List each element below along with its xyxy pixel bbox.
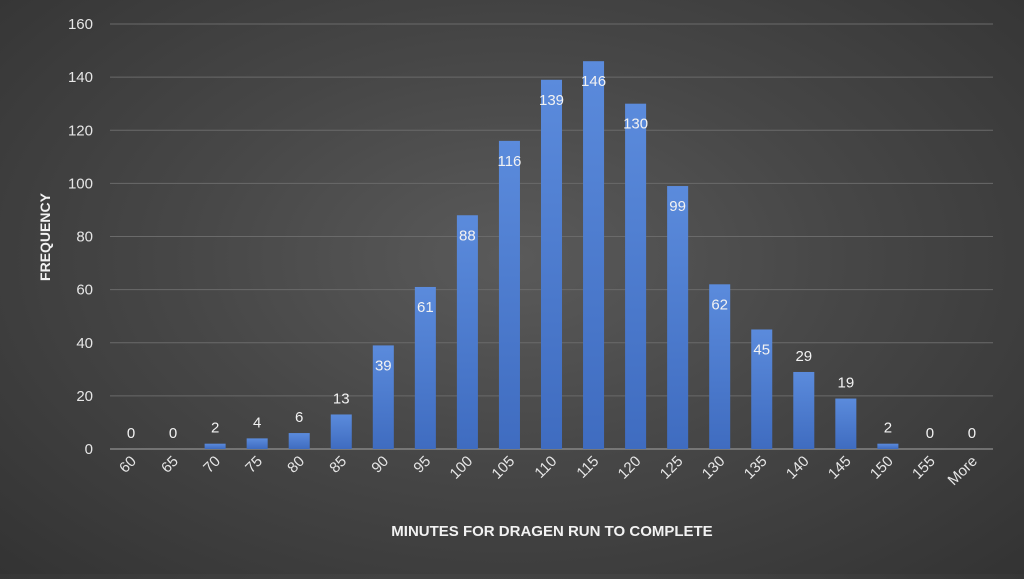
data-label: 146 [581, 73, 606, 90]
data-label: 62 [711, 296, 728, 313]
x-tick-label: 110 [531, 453, 560, 482]
data-label: 88 [459, 227, 476, 244]
x-tick-label: 80 [284, 453, 308, 477]
bar [204, 443, 226, 449]
bar [877, 443, 899, 449]
data-labels: 0 0 2 4 6 13 39 61 88 116 139 146 130 99 62 45 29 19 2 0 0 [127, 73, 976, 442]
data-label: 2 [884, 420, 892, 437]
bars [204, 61, 899, 449]
x-tick-label: 145 [825, 453, 855, 483]
data-label: 0 [127, 425, 135, 442]
bar [583, 61, 605, 449]
data-label: 61 [417, 299, 434, 316]
bar [330, 414, 352, 449]
x-tick-label: 60 [116, 453, 140, 477]
y-tick-label: 0 [85, 441, 93, 458]
bar [246, 438, 268, 449]
x-axis-title: MINUTES FOR DRAGEN RUN TO COMPLETE [391, 523, 712, 540]
y-tick-label: 80 [76, 229, 93, 246]
x-tick-label: 105 [489, 453, 519, 483]
x-tick-label: 150 [867, 453, 897, 483]
data-label: 99 [669, 198, 686, 215]
y-tick-label: 120 [68, 122, 93, 139]
data-label: 29 [795, 348, 812, 365]
bar [456, 215, 478, 449]
data-label: 19 [837, 375, 854, 392]
bar [835, 398, 857, 449]
data-label: 2 [211, 420, 219, 437]
y-axis-title: FREQUENCY [37, 192, 53, 281]
bar [793, 371, 815, 449]
data-label: 45 [753, 341, 770, 358]
x-tick-label: 130 [699, 453, 729, 483]
bar [288, 433, 310, 449]
data-label: 13 [333, 390, 350, 407]
data-label: 116 [497, 153, 521, 170]
data-label: 139 [539, 92, 564, 109]
data-label: 4 [253, 414, 261, 431]
x-tick-label: 75 [242, 453, 266, 477]
data-label: 6 [295, 409, 303, 426]
x-tick-label: 100 [447, 453, 477, 483]
bar [372, 345, 394, 449]
x-tick-label: 90 [368, 453, 392, 477]
y-tick-label: 40 [76, 335, 93, 352]
bar [498, 140, 520, 449]
y-tick-label: 140 [68, 69, 93, 86]
data-label: 130 [623, 116, 648, 133]
x-tick-label: 125 [657, 453, 687, 483]
bar [667, 186, 689, 449]
y-tick-label: 60 [76, 282, 93, 299]
data-label: 0 [926, 425, 934, 442]
data-label: 0 [968, 425, 976, 442]
x-tick-label: 135 [741, 453, 771, 483]
x-tick-label: 140 [783, 453, 813, 483]
bar [414, 286, 436, 449]
x-tick-label: 65 [158, 453, 182, 477]
x-tick-label: 95 [410, 453, 434, 477]
data-label: 39 [375, 357, 392, 374]
x-tick-label: 85 [326, 453, 350, 477]
x-tick-label: 115 [573, 453, 602, 482]
y-tick-label: 100 [68, 175, 93, 192]
x-axis-ticks: 60 65 70 75 80 85 90 95 100 105 110 115 120 125 130 135… [116, 453, 981, 489]
y-axis-ticks: 0 20 40 60 80 100 120 140 160 [68, 16, 93, 458]
x-tick-label: 120 [615, 453, 645, 483]
x-tick-label: 155 [909, 453, 939, 483]
y-tick-label: 160 [68, 16, 93, 33]
x-tick-label: 70 [200, 453, 224, 477]
bar [540, 79, 563, 449]
bar [625, 103, 647, 449]
x-tick-label: More [945, 453, 981, 489]
y-tick-label: 20 [76, 388, 93, 405]
bar [751, 329, 773, 449]
data-label: 0 [169, 425, 177, 442]
bar [709, 284, 731, 449]
